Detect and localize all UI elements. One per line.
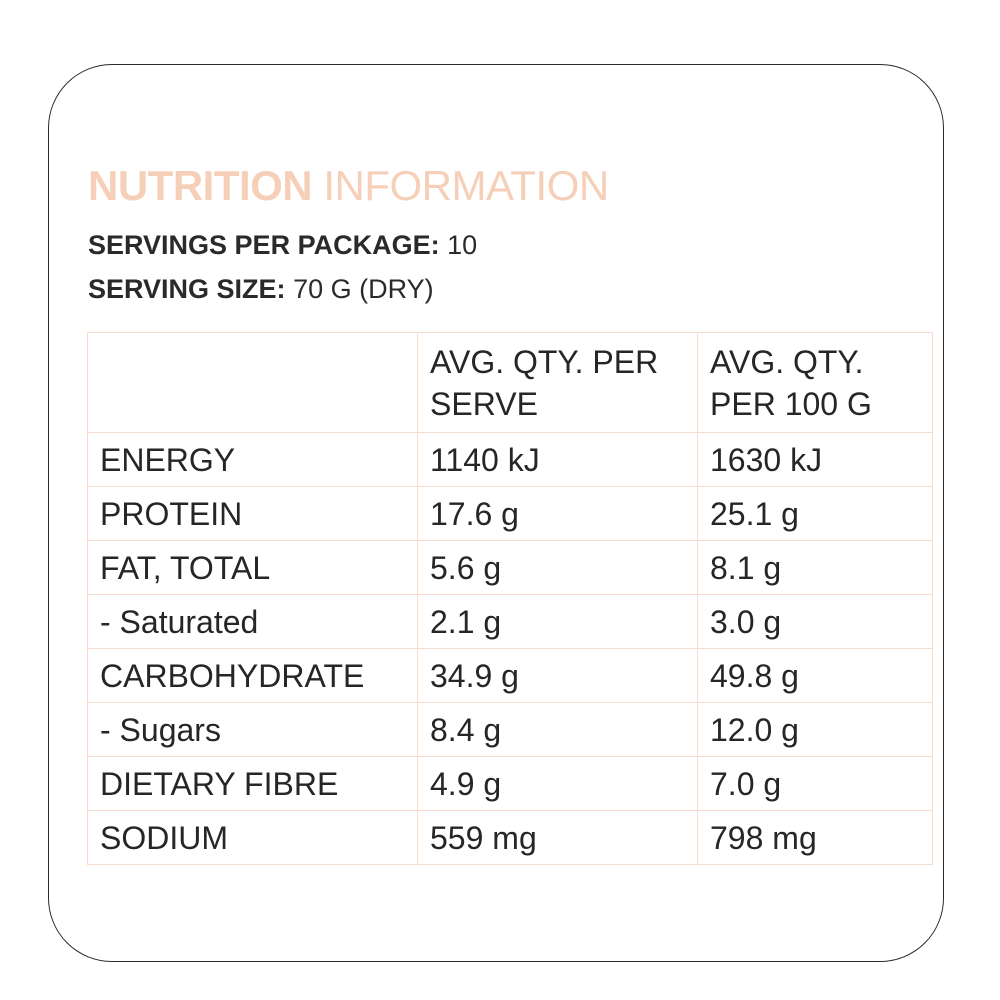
table-row: FAT, TOTAL 5.6 g 8.1 g (87, 540, 933, 595)
per-serve-value: 1140 kJ (417, 432, 698, 487)
per-serve-value: 4.9 g (417, 756, 698, 811)
table-row: - Saturated 2.1 g 3.0 g (87, 594, 933, 649)
per-serve-value: 34.9 g (417, 648, 698, 703)
per-100g-value: 49.8 g (697, 648, 933, 703)
title-bold: NUTRITION (88, 162, 313, 209)
serving-size-label: SERVING SIZE: (88, 274, 286, 304)
per-serve-value: 8.4 g (417, 702, 698, 757)
servings-label: SERVINGS PER PACKAGE: (88, 230, 440, 260)
header-per-serve: AVG. QTY. PER SERVE (417, 332, 698, 433)
per-100g-value: 12.0 g (697, 702, 933, 757)
per-100g-value: 3.0 g (697, 594, 933, 649)
nutrition-title: NUTRITION INFORMATION (88, 160, 609, 212)
serving-size: SERVING SIZE: 70 G (DRY) (88, 272, 434, 306)
nutrient-name: - Saturated (87, 594, 418, 649)
per-serve-value: 17.6 g (417, 486, 698, 541)
nutrient-name: DIETARY FIBRE (87, 756, 418, 811)
per-serve-value: 2.1 g (417, 594, 698, 649)
serving-size-value: 70 G (DRY) (293, 274, 434, 304)
nutrient-name: PROTEIN (87, 486, 418, 541)
nutrient-name: - Sugars (87, 702, 418, 757)
table-row: CARBOHYDRATE 34.9 g 49.8 g (87, 648, 933, 703)
nutrient-name: FAT, TOTAL (87, 540, 418, 595)
header-per-100g: AVG. QTY. PER 100 G (697, 332, 933, 433)
table-row: DIETARY FIBRE 4.9 g 7.0 g (87, 756, 933, 811)
per-100g-value: 25.1 g (697, 486, 933, 541)
nutrition-table: AVG. QTY. PER SERVE AVG. QTY. PER 100 G … (87, 332, 933, 865)
nutrient-name: SODIUM (87, 810, 418, 865)
nutrient-name: CARBOHYDRATE (87, 648, 418, 703)
per-serve-value: 5.6 g (417, 540, 698, 595)
table-header-row: AVG. QTY. PER SERVE AVG. QTY. PER 100 G (87, 332, 933, 433)
per-serve-value: 559 mg (417, 810, 698, 865)
servings-value: 10 (447, 230, 478, 260)
table-row: SODIUM 559 mg 798 mg (87, 810, 933, 865)
per-100g-value: 7.0 g (697, 756, 933, 811)
title-light: INFORMATION (323, 162, 609, 209)
servings-per-package: SERVINGS PER PACKAGE: 10 (88, 228, 477, 262)
table-row: - Sugars 8.4 g 12.0 g (87, 702, 933, 757)
table-row: PROTEIN 17.6 g 25.1 g (87, 486, 933, 541)
table-row: ENERGY 1140 kJ 1630 kJ (87, 432, 933, 487)
per-100g-value: 8.1 g (697, 540, 933, 595)
header-nutrient (87, 332, 418, 433)
per-100g-value: 1630 kJ (697, 432, 933, 487)
nutrient-name: ENERGY (87, 432, 418, 487)
per-100g-value: 798 mg (697, 810, 933, 865)
